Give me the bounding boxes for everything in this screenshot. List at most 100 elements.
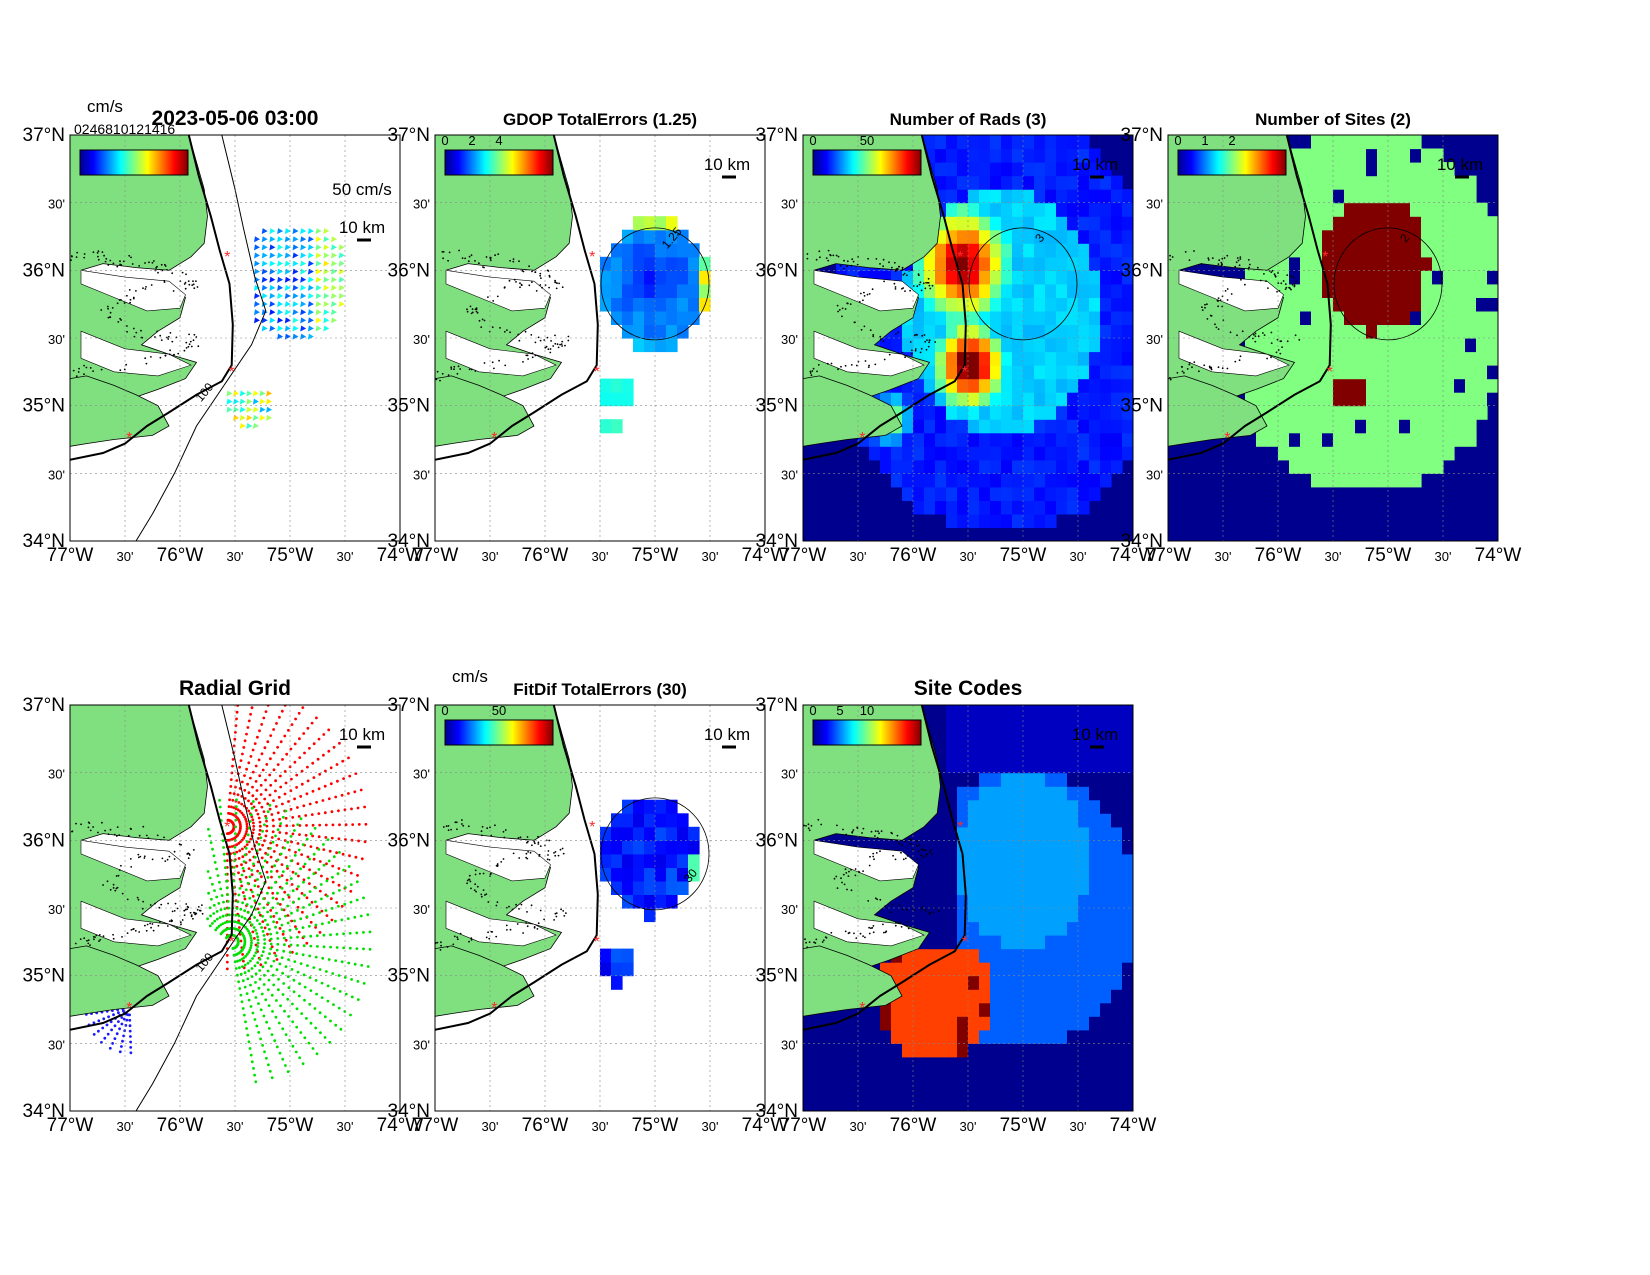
coast-speckle	[481, 318, 484, 321]
coast-speckle	[470, 254, 473, 257]
data-cell	[1056, 989, 1068, 1004]
data-cell	[1432, 310, 1444, 325]
radial-grid-point	[256, 878, 259, 881]
coast-speckle	[845, 833, 848, 836]
data-cell	[1421, 338, 1433, 353]
radial-grid-point	[128, 1024, 132, 1028]
radial-grid-point	[262, 810, 266, 813]
radial-grid-point	[241, 901, 245, 905]
data-cell	[924, 256, 936, 271]
radial-grid-point	[331, 880, 335, 884]
data-cell	[1311, 419, 1323, 434]
coast-speckle	[173, 353, 175, 356]
coast-speckle	[471, 308, 474, 310]
scale-bar-label: 10 km	[339, 218, 385, 237]
data-cell	[1432, 459, 1444, 474]
coast-speckle	[547, 348, 550, 351]
coast-speckle	[106, 305, 109, 308]
data-cell	[1377, 216, 1389, 231]
radial-grid-point	[310, 813, 314, 816]
data-cell	[990, 378, 1002, 393]
data-cell	[666, 229, 678, 244]
data-cell	[990, 759, 1002, 774]
data-cell	[1067, 446, 1079, 461]
data-cell	[1133, 922, 1145, 936]
data-cell	[1300, 365, 1312, 380]
coast-speckle	[561, 286, 564, 289]
panel-currents: ***77°W 30' 76°W 30' 75°W 30' 74°W37°N30'36°N3…	[23, 97, 424, 566]
coast-speckle	[860, 292, 862, 295]
data-cell	[869, 1083, 881, 1098]
radial-grid-point	[222, 852, 226, 856]
coast-speckle	[563, 915, 566, 917]
data-cell	[1089, 338, 1101, 353]
data-cell	[1001, 432, 1013, 447]
data-cell	[622, 256, 634, 271]
coast-speckle	[1267, 287, 1269, 289]
coast-speckle	[898, 265, 900, 268]
coast-speckle	[863, 295, 866, 297]
data-cell	[1355, 365, 1367, 380]
data-cell	[935, 732, 947, 747]
data-cell	[1300, 405, 1312, 420]
current-vector	[292, 276, 299, 283]
coast-speckle	[868, 932, 871, 935]
radial-grid-point	[263, 859, 267, 863]
data-cell	[1366, 175, 1378, 190]
data-cell	[1100, 473, 1112, 488]
coast-speckle	[481, 834, 483, 837]
radial-grid-point	[276, 902, 280, 905]
data-cell	[913, 446, 925, 461]
current-vector	[277, 309, 284, 316]
radial-grid-point	[266, 802, 270, 806]
radial-grid-point	[348, 854, 351, 858]
data-cell	[1388, 310, 1400, 325]
data-cell	[858, 1056, 870, 1071]
coast-speckle	[140, 329, 142, 332]
coast-speckle	[201, 912, 204, 915]
data-cell	[1388, 270, 1400, 285]
data-cell	[913, 486, 925, 501]
coast-speckle	[466, 310, 469, 313]
coast-speckle	[120, 264, 123, 266]
data-cell	[1498, 297, 1510, 311]
data-cell	[1023, 459, 1035, 474]
coast-speckle	[1274, 274, 1277, 277]
radial-grid-point	[287, 1015, 290, 1018]
radial-grid-point	[272, 920, 275, 924]
data-cell	[1388, 419, 1400, 434]
radial-grid-point	[302, 944, 306, 948]
data-cell	[666, 840, 678, 855]
data-cell	[990, 1016, 1002, 1031]
data-cell	[935, 853, 947, 868]
data-cell	[1045, 894, 1057, 909]
coast-speckle	[184, 281, 187, 284]
coast-speckle	[459, 932, 462, 935]
radial-grid-point	[304, 814, 308, 817]
lon-tick-label: 30'	[117, 549, 134, 564]
data-cell	[611, 297, 623, 312]
axes-frame	[434, 134, 766, 542]
data-cell	[990, 229, 1002, 244]
radial-grid-point	[212, 912, 216, 915]
data-cell	[979, 1016, 991, 1031]
data-cell	[1023, 473, 1035, 488]
data-cell	[1111, 419, 1123, 434]
coast-speckle	[925, 348, 928, 351]
lat-tick-label: 35°N	[23, 966, 65, 987]
data-cell	[1122, 826, 1133, 841]
radial-grid-point	[332, 745, 336, 749]
data-cell	[1067, 880, 1079, 895]
data-cell	[1034, 1029, 1046, 1044]
lat-tick-label: 34°N	[1121, 531, 1163, 552]
radial-grid-point	[129, 1051, 133, 1055]
coast-speckle	[879, 338, 882, 340]
data-cell	[935, 202, 947, 217]
coast-speckle	[174, 902, 177, 905]
data-cell	[957, 419, 969, 434]
data-cell	[1067, 419, 1079, 434]
data-cell	[1465, 392, 1477, 407]
coast-speckle	[844, 868, 847, 871]
current-vector	[254, 309, 260, 316]
data-cell	[1056, 486, 1068, 501]
